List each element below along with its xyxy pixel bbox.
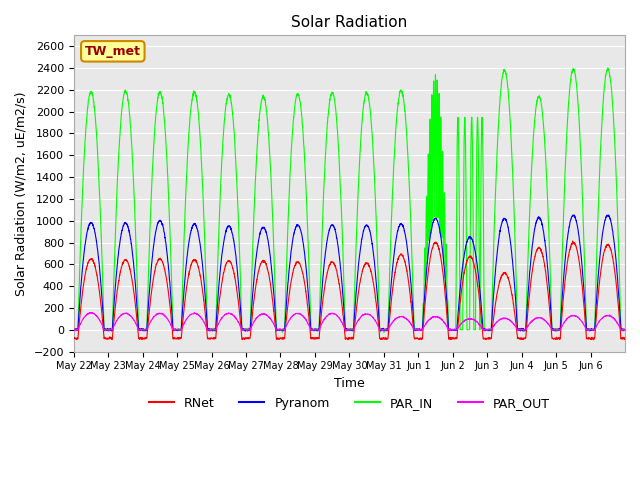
X-axis label: Time: Time xyxy=(334,377,365,390)
Text: TW_met: TW_met xyxy=(85,45,141,58)
Legend: RNet, Pyranom, PAR_IN, PAR_OUT: RNet, Pyranom, PAR_IN, PAR_OUT xyxy=(144,392,555,415)
Y-axis label: Solar Radiation (W/m2, uE/m2/s): Solar Radiation (W/m2, uE/m2/s) xyxy=(15,91,28,296)
Title: Solar Radiation: Solar Radiation xyxy=(291,15,408,30)
